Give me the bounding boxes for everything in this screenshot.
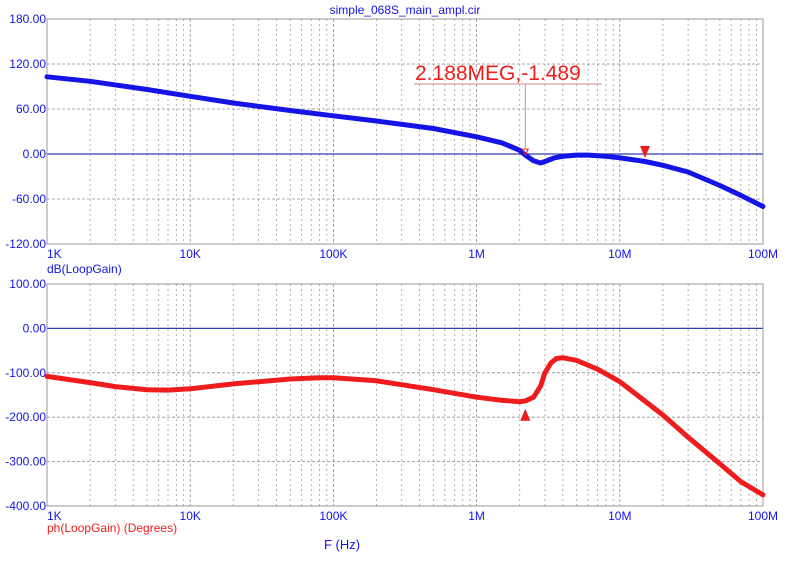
annotation-label: 2.188MEG,-1.489: [415, 62, 581, 85]
chart-title: simple_068S_main_ampl.cir: [330, 3, 481, 17]
plot-frame: [46, 18, 764, 245]
x-tick-label: 10K: [180, 247, 201, 261]
x-tick-label: 1M: [468, 247, 485, 261]
y-tick-label: -300.00: [5, 455, 46, 469]
x-tick-label: 100K: [319, 247, 347, 261]
y-tick-label: -100.00: [5, 366, 46, 380]
magnitude-series-line: [44, 74, 766, 209]
x-tick-label: 1K: [47, 247, 62, 261]
x-tick-label: 10M: [608, 509, 631, 523]
cursor-marker-down: [640, 146, 651, 158]
x-tick-label: 100M: [748, 509, 778, 523]
y-tick-label: -400.00: [5, 499, 46, 513]
y-tick-label: 100.00: [9, 277, 46, 291]
y-tick-label: 120.00: [9, 57, 46, 71]
y-tick-label: 180.00: [9, 12, 46, 26]
y-tick-label: -60.00: [12, 192, 46, 206]
x-tick-label: 100K: [319, 509, 347, 523]
y-tick-label: -120.00: [5, 237, 46, 251]
y-tick-label: 0.00: [23, 321, 47, 335]
plot-frame: [46, 283, 764, 507]
x-axis-label: F (Hz): [324, 537, 360, 552]
phase-series-label: ph(LoopGain) (Degrees): [47, 521, 177, 535]
y-tick-label: 0.00: [23, 147, 47, 161]
x-tick-label: 1M: [468, 509, 485, 523]
magnitude-series-label: dB(LoopGain): [47, 262, 122, 276]
x-tick-label: 100M: [748, 247, 778, 261]
cursor-marker-up: [520, 408, 531, 421]
phase-series-line: [44, 355, 766, 498]
y-tick-label: -200.00: [5, 410, 46, 424]
phase-plot-panel: 100.00 0.00 -100.00 -200.00 -300.00 -400.001K…: [5, 277, 778, 523]
x-tick-label: 10M: [608, 247, 631, 261]
y-tick-label: 60.00: [16, 102, 46, 116]
x-tick-label: 10K: [180, 509, 201, 523]
x-tick-label: 1K: [47, 509, 62, 523]
